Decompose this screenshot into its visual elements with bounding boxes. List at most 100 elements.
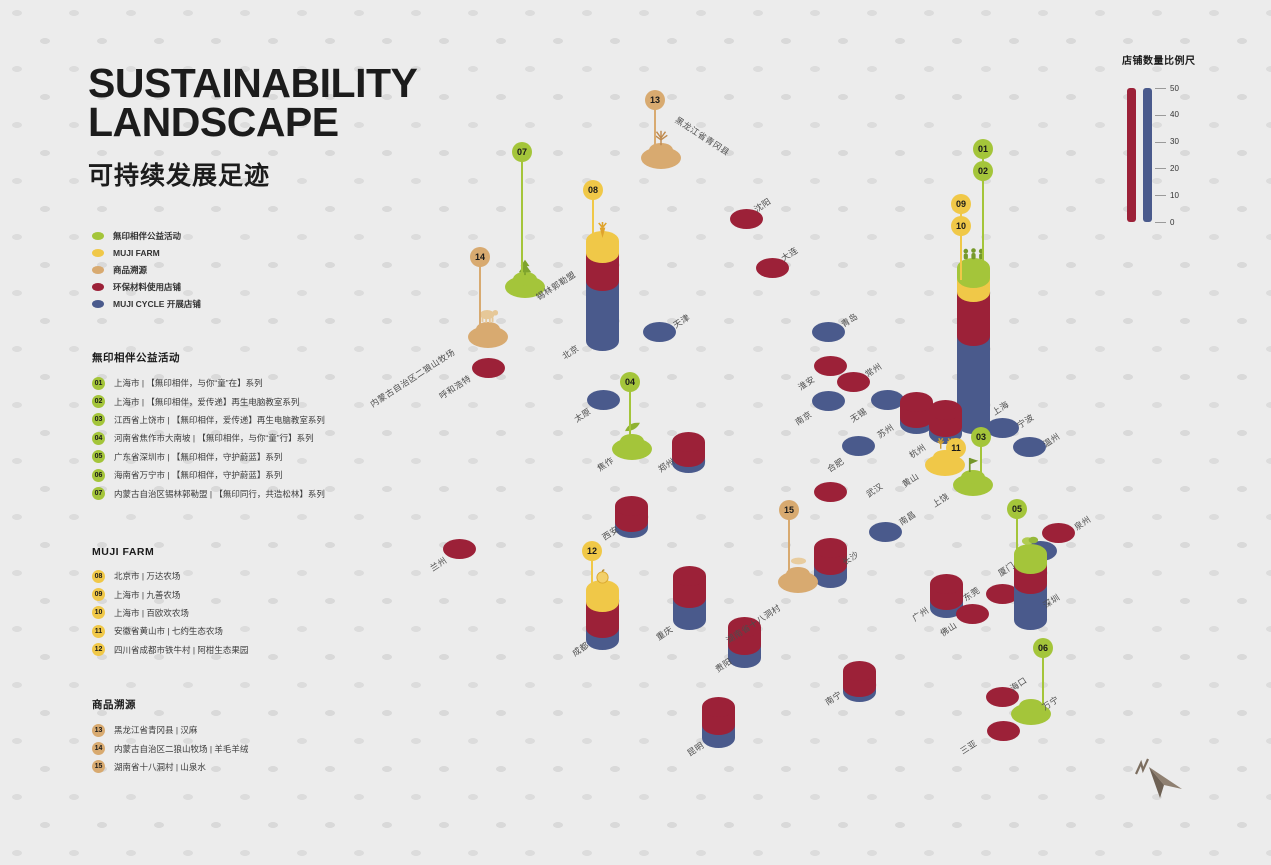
list-item-label: 北京市 | 万达农场 [114, 571, 181, 582]
city-label: 东莞 [961, 584, 982, 604]
marker-stem [654, 100, 656, 150]
city-label: 北京 [560, 342, 581, 362]
city-label: 太原 [572, 405, 593, 425]
legend-item: MUJI FARM [92, 244, 201, 261]
city-cylinder-top [671, 432, 705, 452]
city-cylinder-top [929, 574, 963, 594]
city-label: 泉州 [1072, 513, 1093, 533]
marker-stem [629, 382, 631, 443]
marker-pin: 04 [620, 372, 640, 392]
item-number-badge: 15 [92, 760, 105, 774]
city-label: 上饶 [930, 490, 951, 510]
spring-icon [786, 553, 810, 571]
north-arrow-icon [1134, 758, 1182, 798]
city-label: 黄山 [900, 470, 921, 490]
city-label: 广州 [910, 604, 931, 624]
list-item: 05 广东省深圳市 | 【無印相伴，守护蔚蓝】系列 [92, 448, 325, 466]
city-dot [471, 358, 505, 378]
city-cylinder-top [813, 538, 847, 558]
list-item-label: 上海市 | 【無印相伴，与你“童”在】系列 [114, 378, 263, 389]
marker-stem [521, 152, 523, 280]
item-number-badge: 05 [92, 450, 105, 464]
marker-stem [479, 257, 481, 330]
city-cylinder-top [842, 661, 876, 681]
scale-tick-label: 0 [1170, 217, 1175, 227]
page-title-line2: LANDSCAPE [88, 99, 339, 145]
legend-item: MUJI CYCLE 开展店铺 [92, 296, 201, 313]
green-legend-dot [92, 231, 104, 240]
marker-pin: 11 [946, 438, 966, 458]
category-section-title: 商品溯源 [92, 699, 136, 711]
scale-tick-label: 50 [1170, 83, 1179, 93]
item-number-badge: 09 [92, 588, 105, 602]
marker-pin: 14 [470, 247, 490, 267]
item-number-badge: 11 [92, 624, 105, 638]
city-cylinder-top [727, 617, 761, 637]
legend-item: 商品溯源 [92, 261, 201, 278]
city-label: 合肥 [825, 455, 846, 475]
list-item: 14 内蒙古自治区二狼山牧场 | 羊毛羊绒 [92, 739, 248, 757]
marker-pin: 13 [645, 90, 665, 110]
list-item: 02 上海市 | 【無印相伴，爱传递】再生电脑教室系列 [92, 392, 325, 410]
legend: 無印相伴公益活动 MUJI FARM 商品溯源 环保材料使用店铺 MUJI CYCLE … [92, 227, 201, 313]
list-item: 01 上海市 | 【無印相伴，与你“童”在】系列 [92, 374, 325, 392]
city-cylinder-segment [956, 336, 990, 434]
tan-legend-dot [92, 265, 104, 274]
city-dot [1012, 437, 1046, 457]
city-dot [985, 584, 1019, 604]
marker-stem [788, 510, 790, 574]
item-number-badge: 10 [92, 606, 105, 620]
marker-pin: 03 [971, 427, 991, 447]
city-cylinder-top [1013, 544, 1047, 564]
city-dot [442, 539, 476, 559]
list-item-label: 黑龙江省青冈县 | 汉麻 [114, 725, 198, 736]
marker-pin: 15 [779, 500, 799, 520]
list-item: 09 上海市 | 九善农场 [92, 585, 248, 603]
city-label: 淮安 [796, 373, 817, 393]
legend-item-label: MUJI CYCLE 开展店铺 [113, 299, 201, 310]
marker-pin: 12 [582, 541, 602, 561]
city-label: 南京 [793, 408, 814, 428]
scale-tick-label: 40 [1170, 110, 1179, 120]
leaf-icon [620, 420, 644, 438]
legend-item-label: MUJI FARM [113, 247, 160, 258]
hemp-icon [649, 129, 673, 152]
city-label: 南宁 [823, 688, 844, 708]
city-dot [811, 391, 845, 411]
marker-pin: 02 [973, 161, 993, 181]
list-item: 12 四川省成都市铁牛村 | 阿柑生态果园 [92, 641, 248, 659]
scale-tick [1155, 222, 1166, 223]
list-item-label: 上海市 | 九善农场 [114, 589, 181, 600]
blue-legend-dot [92, 300, 104, 309]
item-number-badge: 12 [92, 643, 105, 657]
city-mound-bump [1019, 699, 1043, 713]
city-dot [870, 390, 904, 410]
city-label: 黑龙江省青冈县 [673, 114, 732, 158]
city-dot [836, 372, 870, 392]
category-section-title: MUJI FARM [92, 546, 155, 558]
marker-stem [591, 551, 593, 592]
city-mound-bump [513, 272, 537, 286]
legend-item-label: 無印相伴公益活动 [113, 230, 182, 241]
marker-stem [982, 171, 984, 266]
city-cylinder-top [672, 566, 706, 586]
city-dot [955, 604, 989, 624]
title-block: SUSTAINABILITY LANDSCAPE 可持续发展足迹 [88, 63, 418, 192]
sheep-icon [476, 308, 500, 328]
scale-tick [1155, 88, 1166, 89]
city-cylinder-top [614, 496, 648, 516]
marker-pin: 09 [951, 194, 971, 214]
legend-item-label: 商品溯源 [113, 264, 148, 275]
list-item-label: 安徽省黄山市 | 七约生态农场 [114, 626, 223, 637]
city-cylinder-segment [585, 281, 619, 351]
list-item: 08 北京市 | 万达农场 [92, 567, 248, 585]
item-number-badge: 03 [92, 413, 105, 427]
city-dot [642, 322, 676, 342]
marker-stem [980, 437, 982, 479]
scale-legend-title: 店铺数量比例尺 [1122, 56, 1196, 67]
item-number-badge: 06 [92, 468, 105, 482]
blob-icon [1018, 533, 1042, 551]
list-item-label: 广东省深圳市 | 【無印相伴，守护蔚蓝】系列 [114, 451, 283, 462]
list-item-label: 内蒙古自治区锡林郭勒盟 | 【無印同行，共造松林】系列 [114, 488, 325, 499]
